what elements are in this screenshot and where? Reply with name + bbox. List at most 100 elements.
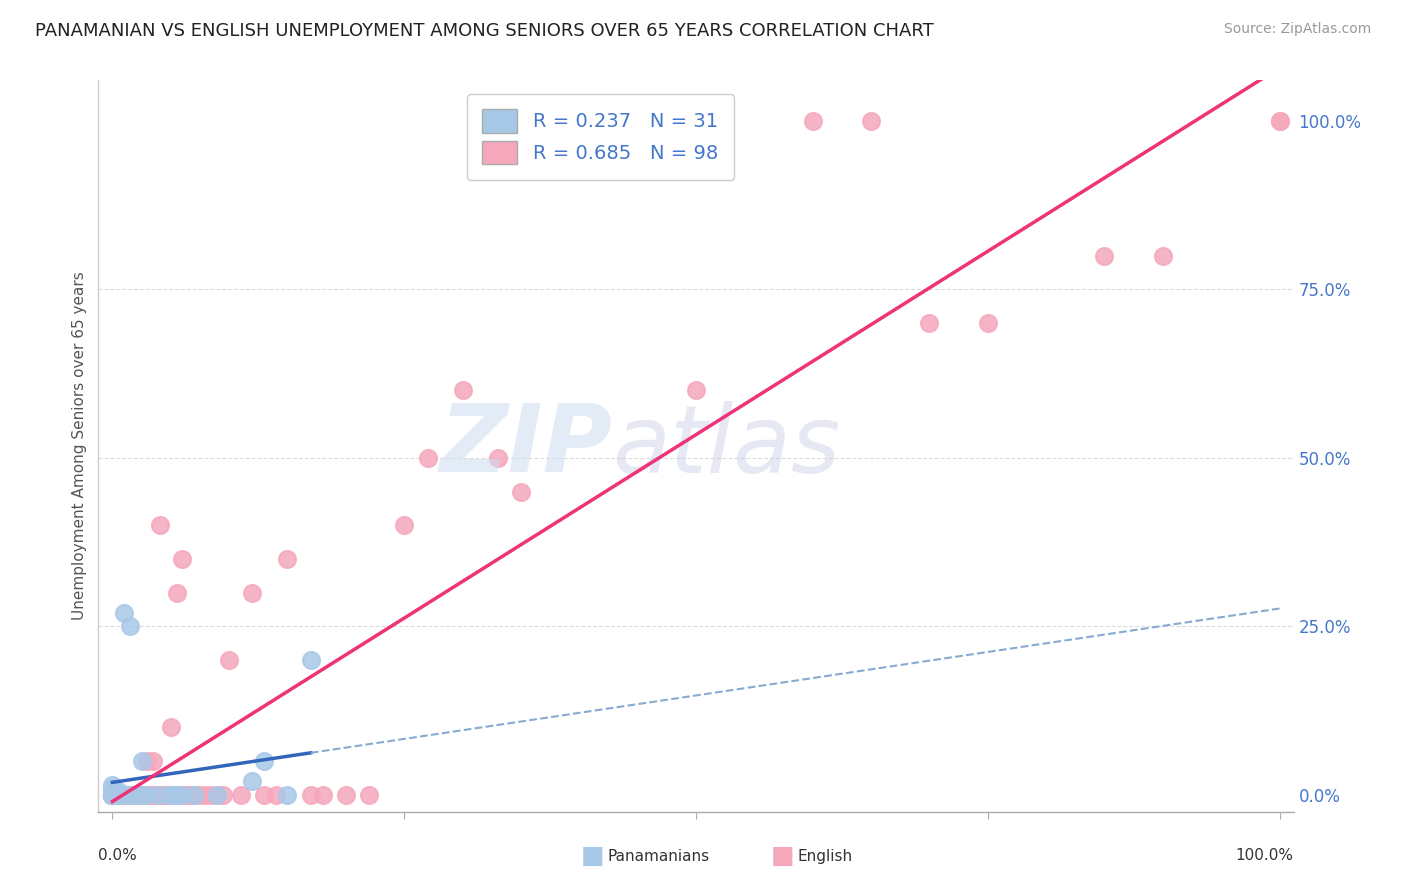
Text: 0.0%: 0.0%: [98, 848, 138, 863]
Point: [860, 113, 883, 128]
Point: [118, 788, 141, 802]
Point: [148, 788, 170, 802]
Point: [229, 788, 252, 802]
Point: [110, 788, 132, 802]
Point: [125, 788, 148, 802]
Point: [101, 784, 124, 798]
Point: [486, 450, 509, 465]
Point: [152, 788, 174, 802]
Point: [276, 788, 298, 802]
Point: [166, 585, 188, 599]
Point: [117, 788, 139, 802]
Point: [416, 450, 439, 465]
Point: [212, 788, 235, 802]
Point: [101, 788, 124, 802]
Point: [101, 788, 124, 802]
Point: [1268, 113, 1291, 128]
Point: [136, 754, 159, 768]
Text: atlas: atlas: [613, 401, 841, 491]
Point: [101, 778, 124, 792]
Point: [101, 788, 124, 802]
Point: [136, 788, 159, 802]
Point: [112, 788, 135, 802]
Point: [132, 788, 155, 802]
Point: [172, 788, 194, 802]
Point: [159, 788, 181, 802]
Point: [167, 788, 190, 802]
Text: ■: ■: [770, 845, 794, 868]
Point: [118, 619, 141, 633]
Point: [107, 784, 129, 798]
Point: [131, 788, 153, 802]
Point: [299, 788, 322, 802]
Point: [180, 788, 202, 802]
Point: [101, 788, 124, 802]
Y-axis label: Unemployment Among Seniors over 65 years: Unemployment Among Seniors over 65 years: [72, 272, 87, 620]
Point: [101, 788, 124, 802]
Point: [107, 788, 129, 802]
Point: [122, 788, 145, 802]
Point: [107, 788, 129, 802]
Text: ■: ■: [581, 845, 605, 868]
Point: [112, 788, 135, 802]
Point: [107, 788, 129, 802]
Point: [142, 754, 165, 768]
Text: Panamanians: Panamanians: [607, 849, 710, 863]
Point: [107, 788, 129, 802]
Point: [177, 788, 200, 802]
Point: [1268, 113, 1291, 128]
Point: [101, 788, 124, 802]
Point: [146, 788, 169, 802]
Point: [125, 788, 148, 802]
Point: [111, 788, 134, 802]
Point: [112, 788, 135, 802]
Point: [801, 113, 824, 128]
Point: [101, 788, 124, 802]
Point: [101, 788, 124, 802]
Point: [125, 788, 148, 802]
Text: 100.0%: 100.0%: [1236, 848, 1294, 863]
Point: [253, 754, 276, 768]
Point: [253, 788, 276, 802]
Point: [125, 788, 148, 802]
Point: [159, 788, 181, 802]
Point: [148, 788, 170, 802]
Point: [149, 518, 172, 533]
Point: [188, 788, 211, 802]
Point: [977, 316, 1000, 330]
Point: [509, 484, 531, 499]
Point: [127, 788, 149, 802]
Point: [101, 788, 124, 802]
Point: [131, 754, 153, 768]
Text: Source: ZipAtlas.com: Source: ZipAtlas.com: [1223, 22, 1371, 37]
Point: [264, 788, 287, 802]
Legend: R = 0.237   N = 31, R = 0.685   N = 98: R = 0.237 N = 31, R = 0.685 N = 98: [467, 94, 734, 180]
Point: [392, 518, 415, 533]
Point: [101, 788, 124, 802]
Point: [159, 788, 181, 802]
Point: [172, 788, 194, 802]
Point: [118, 788, 141, 802]
Point: [242, 774, 264, 789]
Point: [207, 788, 229, 802]
Point: [134, 788, 156, 802]
Point: [172, 552, 194, 566]
Point: [335, 788, 357, 802]
Text: English: English: [797, 849, 852, 863]
Point: [148, 788, 170, 802]
Point: [918, 316, 941, 330]
Text: PANAMANIAN VS ENGLISH UNEMPLOYMENT AMONG SENIORS OVER 65 YEARS CORRELATION CHART: PANAMANIAN VS ENGLISH UNEMPLOYMENT AMONG…: [35, 22, 934, 40]
Point: [148, 788, 170, 802]
Point: [162, 788, 184, 802]
Point: [112, 788, 135, 802]
Text: ZIP: ZIP: [440, 400, 613, 492]
Point: [121, 788, 143, 802]
Point: [112, 788, 135, 802]
Point: [101, 788, 124, 802]
Point: [101, 788, 124, 802]
Point: [1094, 248, 1116, 262]
Point: [128, 788, 150, 802]
Point: [101, 788, 124, 802]
Point: [276, 552, 298, 566]
Point: [166, 788, 188, 802]
